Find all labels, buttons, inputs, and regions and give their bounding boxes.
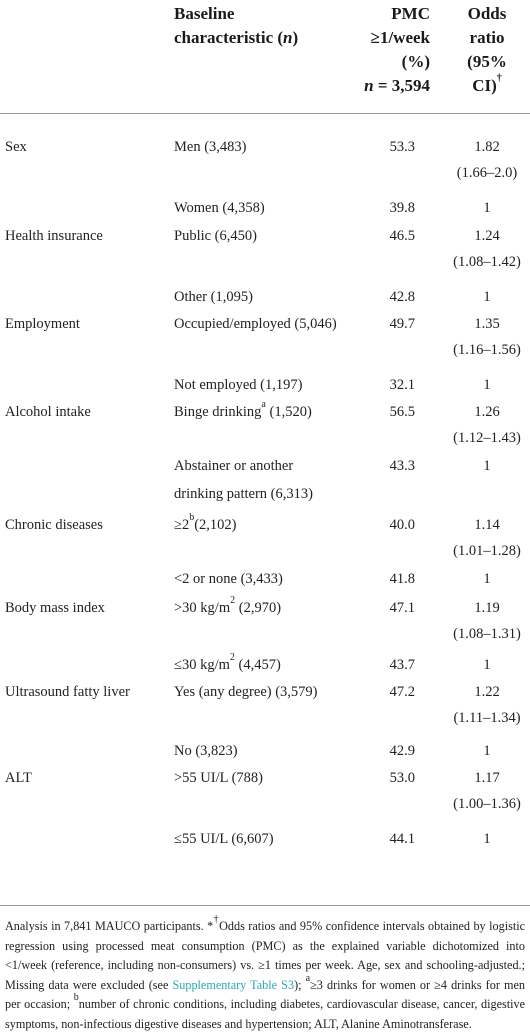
header-baseline-characteristic: Baseline characteristic (n) [174, 4, 299, 47]
header-odds-ratio: Odds ratio (95% CI)† [467, 4, 507, 95]
table-footnote: Analysis in 7,841 MAUCO participants. *†… [5, 913, 525, 1031]
supplementary-table-link[interactable]: Supplementary Table S3 [172, 977, 295, 992]
table-bottom-rule [0, 905, 530, 906]
header-rule [0, 113, 530, 114]
header-pmc: PMC ≥1/week (%) n = 3,594 [364, 4, 430, 95]
